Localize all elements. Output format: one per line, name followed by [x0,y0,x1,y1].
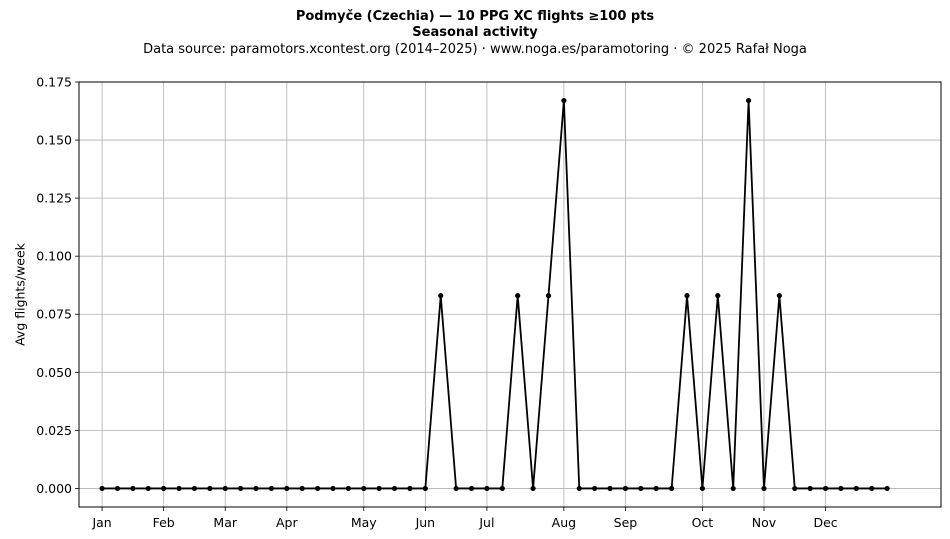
y-tick-label: 0.125 [36,191,72,206]
data-point [592,485,598,492]
series-line [102,99,888,490]
y-tick-label: 0.150 [36,133,72,148]
data-point [207,485,213,492]
data-point [130,485,136,492]
y-tick-label: 0.175 [36,75,72,90]
data-point [776,293,782,299]
data-point [699,485,706,492]
data-point [822,485,829,492]
x-tick-label: Jun [415,515,436,530]
x-tick-label: Feb [153,515,175,530]
series-layer [99,97,890,492]
data-point [745,97,752,104]
data-point [376,485,382,492]
axes: 0.000 0.025 0.050 0.075 0.100 0.125 0.150 0.175… [36,75,838,531]
data-point [792,485,798,492]
data-point [345,485,351,492]
data-point [268,485,275,492]
data-point [884,485,890,492]
grid-lines [79,81,941,507]
chart-source-note: Data source: paramotors.xcontest.org (20… [143,42,807,57]
data-point [407,485,413,492]
x-tick-label: Mar [213,515,237,530]
data-point [499,485,505,492]
x-tick-label: Sep [614,515,638,530]
data-point [684,293,690,299]
data-point [161,485,167,492]
data-point [761,485,767,492]
chart-subtitle: Seasonal activity [412,25,538,40]
chart-title: Podmyče (Czechia) — 10 PPG XC flights ≥1… [295,9,655,24]
data-point [438,293,444,299]
y-tick-label: 0.075 [36,307,72,322]
data-point [299,485,305,492]
data-point [484,485,490,492]
data-point [838,485,844,492]
x-tick-label: Apr [276,515,298,530]
y-tick-label: 0.050 [36,365,72,380]
chart-titles: Podmyče (Czechia) — 10 PPG XC flights ≥1… [0,9,950,59]
data-point [222,485,228,492]
data-point [669,485,675,492]
x-tick-label: Jan [91,515,111,530]
data-point [361,485,367,492]
data-point [515,293,521,299]
data-point [176,485,182,492]
x-tick-label: Jul [478,515,494,530]
data-point [238,485,244,492]
data-point [314,485,321,492]
data-point [468,485,475,492]
data-point [730,485,736,492]
data-point [715,293,721,299]
data-point [807,485,813,492]
data-point [99,485,105,492]
data-point [853,485,859,492]
data-point [869,485,875,492]
data-point [191,485,198,492]
x-tick-label: Aug [552,515,576,530]
data-point [453,485,459,492]
x-tick-label: Oct [692,515,714,530]
data-point [391,485,398,492]
y-tick-label: 0.100 [36,249,72,264]
data-point [545,293,552,299]
data-point [638,485,644,492]
y-tick-label: 0.000 [36,481,72,496]
x-tick-label: Nov [752,515,777,530]
data-point [576,485,582,492]
y-tick-label: 0.025 [36,423,72,438]
data-point [253,485,259,492]
x-tick-label: Dec [813,515,837,530]
data-point [561,97,567,104]
data-point [284,485,290,492]
y-axis-label: Avg flights/week [12,242,27,346]
data-point [422,485,428,492]
data-point [653,485,659,492]
data-point [530,485,536,492]
data-point [330,485,336,492]
data-point [114,485,121,492]
data-point [607,485,613,492]
x-tick-label: May [351,515,377,530]
plot-frame [78,81,942,508]
data-point [622,485,629,492]
data-point [145,485,151,492]
